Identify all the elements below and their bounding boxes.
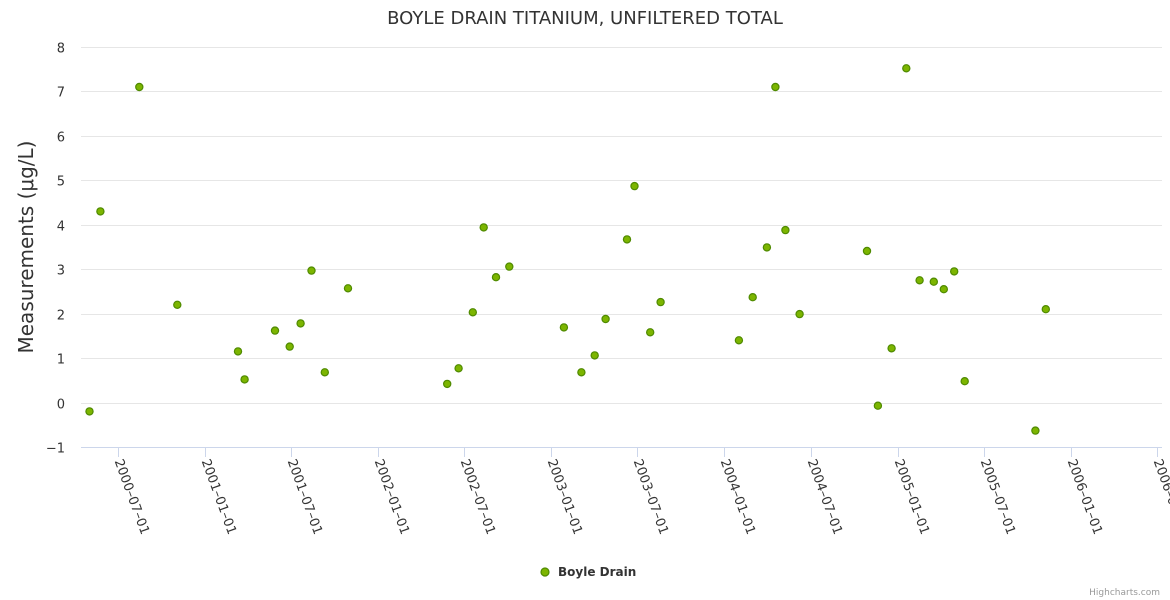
legend-marker-boyle-drain[interactable]	[540, 567, 550, 577]
x-tick-label: 2001–01–01	[198, 457, 239, 537]
y-tick-label: 6	[57, 131, 65, 146]
x-tick-label: 2006–01–01	[1064, 457, 1105, 537]
data-point[interactable]	[454, 364, 463, 373]
data-point[interactable]	[307, 266, 316, 275]
data-point[interactable]	[491, 273, 501, 282]
data-point[interactable]	[443, 379, 452, 389]
data-point[interactable]	[781, 225, 790, 235]
x-tick-label: 2006–07–01	[1150, 457, 1170, 537]
data-point[interactable]	[233, 347, 243, 356]
data-point[interactable]	[590, 351, 599, 360]
x-axis: 2000–07–01 2001–01–01 2001–07–01 2002–01–01…	[81, 447, 1170, 537]
data-point[interactable]	[734, 336, 744, 345]
data-point[interactable]	[96, 207, 105, 216]
y-tick-label: 2	[57, 309, 65, 324]
data-point[interactable]	[285, 342, 294, 351]
y-axis: −1 0 1 2 3 4 5 6 7 8	[46, 42, 65, 457]
data-point[interactable]	[646, 328, 655, 337]
data-point[interactable]	[656, 297, 665, 307]
data-point[interactable]	[960, 377, 969, 386]
y-tick-label: −1	[46, 442, 65, 457]
data-point[interactable]	[795, 309, 804, 319]
data-point[interactable]	[173, 300, 182, 309]
data-point[interactable]	[762, 243, 772, 252]
data-point[interactable]	[915, 276, 924, 285]
x-tick-label: 2002–07–01	[457, 457, 498, 537]
data-points	[85, 64, 1051, 435]
credits-link[interactable]: Highcharts.com	[1089, 588, 1160, 598]
y-tick-label: 1	[57, 353, 65, 368]
data-point[interactable]	[1031, 426, 1040, 435]
data-point[interactable]	[479, 223, 488, 232]
legend[interactable]: Boyle Drain	[540, 565, 636, 579]
y-tick-label: 7	[57, 86, 65, 101]
y-tick-label: 3	[57, 264, 65, 279]
data-point[interactable]	[505, 262, 514, 271]
data-point[interactable]	[950, 267, 959, 276]
y-tick-label: 0	[57, 398, 65, 413]
x-tick-label: 2003–07–01	[630, 457, 671, 537]
data-point[interactable]	[771, 82, 780, 92]
data-point[interactable]	[270, 326, 280, 335]
data-point[interactable]	[320, 368, 329, 377]
y-tick-label: 5	[57, 175, 65, 190]
x-tick-label: 2005–01–01	[891, 457, 932, 537]
data-point[interactable]	[1041, 305, 1051, 314]
y-tick-label: 8	[57, 42, 65, 57]
data-point[interactable]	[939, 285, 949, 294]
data-point[interactable]	[887, 344, 896, 353]
x-tick-label: 2004–07–01	[804, 457, 845, 537]
legend-label-boyle-drain[interactable]: Boyle Drain	[558, 565, 636, 579]
data-point[interactable]	[748, 293, 757, 302]
chart-title: BOYLE DRAIN TITANIUM, UNFILTERED TOTAL	[387, 8, 783, 29]
data-point[interactable]	[240, 375, 249, 384]
data-point[interactable]	[873, 401, 883, 410]
x-tick-label: 2002–01–01	[371, 457, 412, 537]
data-point[interactable]	[296, 319, 305, 328]
data-point[interactable]	[601, 314, 610, 324]
x-tick-label: 2005–07–01	[977, 457, 1018, 537]
x-tick-label: 2001–07–01	[284, 457, 325, 537]
data-point[interactable]	[343, 284, 353, 293]
data-point[interactable]	[468, 308, 477, 317]
data-point[interactable]	[559, 323, 569, 332]
data-point[interactable]	[630, 181, 639, 191]
x-tick-label: 2004–01–01	[717, 457, 758, 537]
y-tick-label: 4	[57, 220, 65, 235]
y-axis-label: Measurements (μg/L)	[14, 141, 38, 354]
data-point[interactable]	[862, 246, 872, 256]
data-point[interactable]	[929, 277, 939, 286]
x-tick-label: 2003–01–01	[544, 457, 585, 537]
data-point[interactable]	[85, 407, 94, 416]
data-point[interactable]	[135, 82, 144, 92]
gridlines	[81, 47, 1162, 404]
data-point[interactable]	[622, 235, 632, 244]
data-point[interactable]	[902, 64, 911, 73]
x-tick-label: 2000–07–01	[111, 457, 152, 537]
data-point[interactable]	[577, 368, 586, 377]
